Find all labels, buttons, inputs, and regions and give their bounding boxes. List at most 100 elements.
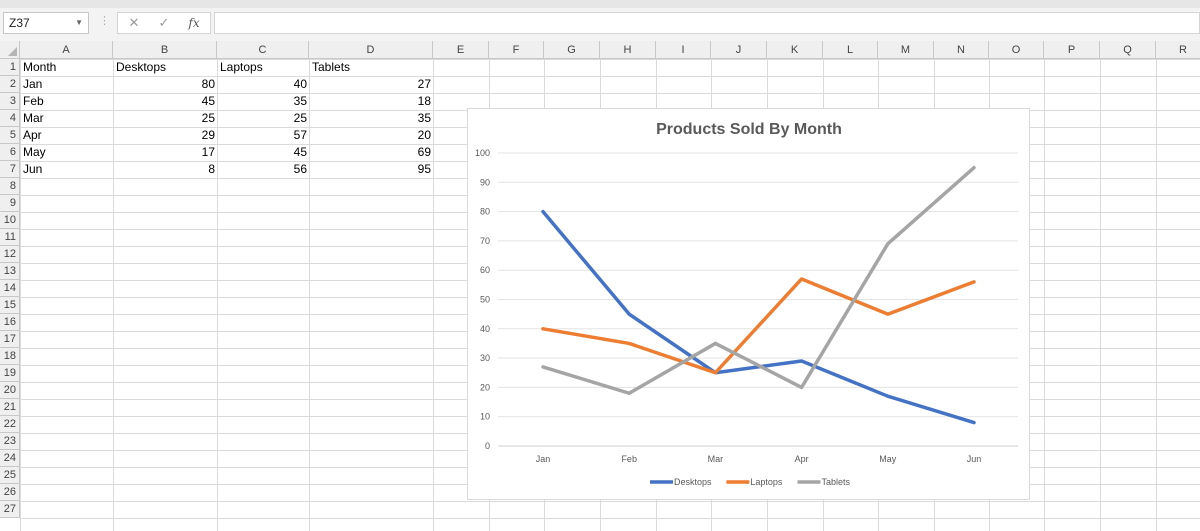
column-header-c[interactable]: C xyxy=(217,41,309,59)
column-header-d[interactable]: D xyxy=(309,41,433,59)
row-header-3[interactable]: 3 xyxy=(0,93,20,110)
formula-bar-grip-icon: ⋮ xyxy=(99,15,110,27)
row-header-20[interactable]: 20 xyxy=(0,382,20,399)
row-header-15[interactable]: 15 xyxy=(0,297,20,314)
column-header-k[interactable]: K xyxy=(767,41,823,59)
y-tick-label: 80 xyxy=(480,207,490,217)
row-header-25[interactable]: 25 xyxy=(0,467,20,484)
legend-label-laptops: Laptops xyxy=(750,477,783,487)
row-header-14[interactable]: 14 xyxy=(0,280,20,297)
row-header-7[interactable]: 7 xyxy=(0,161,20,178)
column-header-j[interactable]: J xyxy=(711,41,767,59)
cell-c6[interactable]: 45 xyxy=(293,145,307,159)
row-header-10[interactable]: 10 xyxy=(0,212,20,229)
column-header-r[interactable]: R xyxy=(1156,41,1200,59)
cell-b5[interactable]: 29 xyxy=(201,128,215,142)
y-tick-label: 20 xyxy=(480,382,490,392)
x-tick-label: Apr xyxy=(795,454,809,464)
cell-a5[interactable]: Apr xyxy=(23,128,42,142)
row-header-26[interactable]: 26 xyxy=(0,484,20,501)
cell-d3[interactable]: 18 xyxy=(417,94,431,108)
line-chart[interactable]: Products Sold By Month 0 10 20 30 40 50 60 70 80 9… xyxy=(467,108,1030,500)
cell-d7[interactable]: 95 xyxy=(417,162,431,176)
row-header-13[interactable]: 13 xyxy=(0,263,20,280)
row-header-24[interactable]: 24 xyxy=(0,450,20,467)
row-header-4[interactable]: 4 xyxy=(0,110,20,127)
cell-d5[interactable]: 20 xyxy=(417,128,431,142)
row-header-18[interactable]: 18 xyxy=(0,348,20,365)
row-header-19[interactable]: 19 xyxy=(0,365,20,382)
formula-input[interactable] xyxy=(214,12,1200,34)
name-box-value: Z37 xyxy=(9,16,30,30)
chevron-down-icon[interactable]: ▼ xyxy=(75,18,83,27)
row-header-17[interactable]: 17 xyxy=(0,331,20,348)
column-header-h[interactable]: H xyxy=(600,41,656,59)
x-tick-label: May xyxy=(879,454,897,464)
row-header-21[interactable]: 21 xyxy=(0,399,20,416)
column-header-p[interactable]: P xyxy=(1044,41,1100,59)
chart-title: Products Sold By Month xyxy=(656,121,842,138)
formula-bar-buttons: ✕ ✓ fx xyxy=(117,12,211,34)
cell-b6[interactable]: 17 xyxy=(201,145,215,159)
cell-d2[interactable]: 27 xyxy=(417,77,431,91)
y-tick-label: 100 xyxy=(475,148,490,158)
cancel-icon[interactable]: ✕ xyxy=(128,15,140,30)
row-header-11[interactable]: 11 xyxy=(0,229,20,246)
x-tick-label: Feb xyxy=(621,454,637,464)
gridline xyxy=(1044,59,1045,531)
column-header-m[interactable]: M xyxy=(878,41,934,59)
cell-a6[interactable]: May xyxy=(23,145,46,159)
cell-c2[interactable]: 40 xyxy=(293,77,307,91)
cell-c1[interactable]: Laptops xyxy=(220,60,263,74)
row-header-22[interactable]: 22 xyxy=(0,416,20,433)
cell-b2[interactable]: 80 xyxy=(201,77,215,91)
y-tick-label: 40 xyxy=(480,324,490,334)
column-header-f[interactable]: F xyxy=(489,41,544,59)
cell-c4[interactable]: 25 xyxy=(293,111,307,125)
cell-d1[interactable]: Tablets xyxy=(312,60,351,74)
select-all-triangle-icon xyxy=(8,47,17,56)
cell-c5[interactable]: 57 xyxy=(293,128,307,142)
cell-a4[interactable]: Mar xyxy=(23,111,44,125)
row-header-12[interactable]: 12 xyxy=(0,246,20,263)
cell-a3[interactable]: Feb xyxy=(23,94,44,108)
row-header-2[interactable]: 2 xyxy=(0,76,20,93)
cell-a2[interactable]: Jan xyxy=(23,77,43,91)
row-header-27[interactable]: 27 xyxy=(0,501,20,518)
insert-function-button[interactable]: fx xyxy=(188,16,200,30)
column-header-b[interactable]: B xyxy=(113,41,217,59)
gridline xyxy=(433,59,434,531)
y-tick-label: 30 xyxy=(480,353,490,363)
cell-a7[interactable]: Jun xyxy=(23,162,43,176)
column-header-o[interactable]: O xyxy=(989,41,1044,59)
gridline xyxy=(20,59,21,531)
cell-a1[interactable]: Month xyxy=(23,60,57,74)
row-header-23[interactable]: 23 xyxy=(0,433,20,450)
row-header-16[interactable]: 16 xyxy=(0,314,20,331)
enter-check-icon[interactable]: ✓ xyxy=(158,15,170,30)
x-tick-label: Jan xyxy=(536,454,551,464)
column-header-n[interactable]: N xyxy=(934,41,989,59)
name-box[interactable]: Z37 ▼ xyxy=(3,12,89,34)
column-header-i[interactable]: I xyxy=(656,41,711,59)
column-header-g[interactable]: G xyxy=(544,41,600,59)
cell-b7[interactable]: 8 xyxy=(208,162,215,176)
cell-b4[interactable]: 25 xyxy=(201,111,215,125)
cell-d6[interactable]: 69 xyxy=(417,145,431,159)
row-header-6[interactable]: 6 xyxy=(0,144,20,161)
row-header-8[interactable]: 8 xyxy=(0,178,20,195)
cell-b1[interactable]: Desktops xyxy=(116,60,167,74)
cell-d4[interactable]: 35 xyxy=(417,111,431,125)
select-all-button[interactable] xyxy=(0,41,20,59)
column-header-l[interactable]: L xyxy=(823,41,878,59)
column-header-a[interactable]: A xyxy=(20,41,113,59)
cell-b3[interactable]: 45 xyxy=(201,94,215,108)
cell-c7[interactable]: 56 xyxy=(293,162,307,176)
column-header-e[interactable]: E xyxy=(433,41,489,59)
row-header-1[interactable]: 1 xyxy=(0,59,20,76)
row-header-5[interactable]: 5 xyxy=(0,127,20,144)
row-header-9[interactable]: 9 xyxy=(0,195,20,212)
column-header-q[interactable]: Q xyxy=(1100,41,1156,59)
cell-c3[interactable]: 35 xyxy=(293,94,307,108)
